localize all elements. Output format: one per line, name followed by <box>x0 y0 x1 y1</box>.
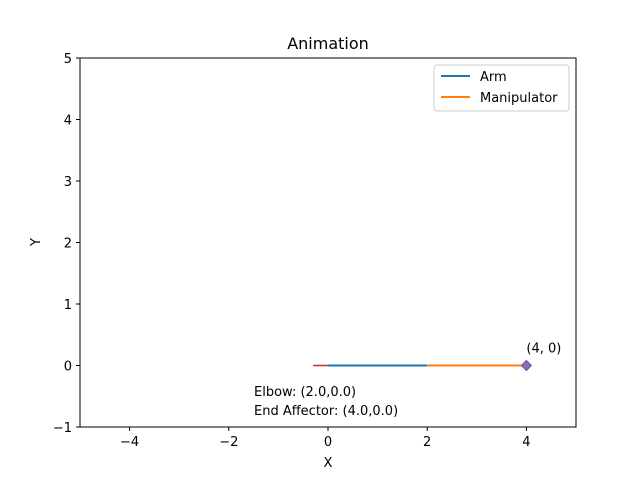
y-tick-label: 0 <box>64 360 72 375</box>
y-tick-label: 4 <box>64 114 72 129</box>
end-point-marker <box>520 359 533 372</box>
x-tick-label: 4 <box>522 435 530 450</box>
y-tick-label: 2 <box>64 237 72 252</box>
x-axis-label: X <box>324 456 333 471</box>
end-affector-annotation: End Affector: (4.0,0.0) <box>254 404 398 419</box>
axes: −4 −2 0 2 4 −1 0 1 2 3 4 5 <box>53 52 577 450</box>
y-tick-label: −1 <box>53 421 72 436</box>
chart-title: Animation <box>287 34 369 53</box>
legend-label-manipulator: Manipulator <box>480 91 558 106</box>
x-tick-label: 0 <box>324 435 332 450</box>
elbow-annotation: Elbow: (2.0,0.0) <box>254 385 356 400</box>
y-tick-label: 5 <box>64 52 72 67</box>
y-tick-label: 1 <box>64 298 72 313</box>
legend: Arm Manipulator <box>433 64 570 112</box>
y-tick-label: 3 <box>64 175 72 190</box>
y-axis-label: Y <box>29 238 44 247</box>
x-tick-label: −4 <box>120 435 139 450</box>
legend-label-arm: Arm <box>480 70 507 85</box>
x-tick-label: −2 <box>219 435 238 450</box>
plot-area: (4, 0) <box>313 342 561 372</box>
x-tick-label: 2 <box>423 435 431 450</box>
end-point-label: (4, 0) <box>526 342 561 357</box>
